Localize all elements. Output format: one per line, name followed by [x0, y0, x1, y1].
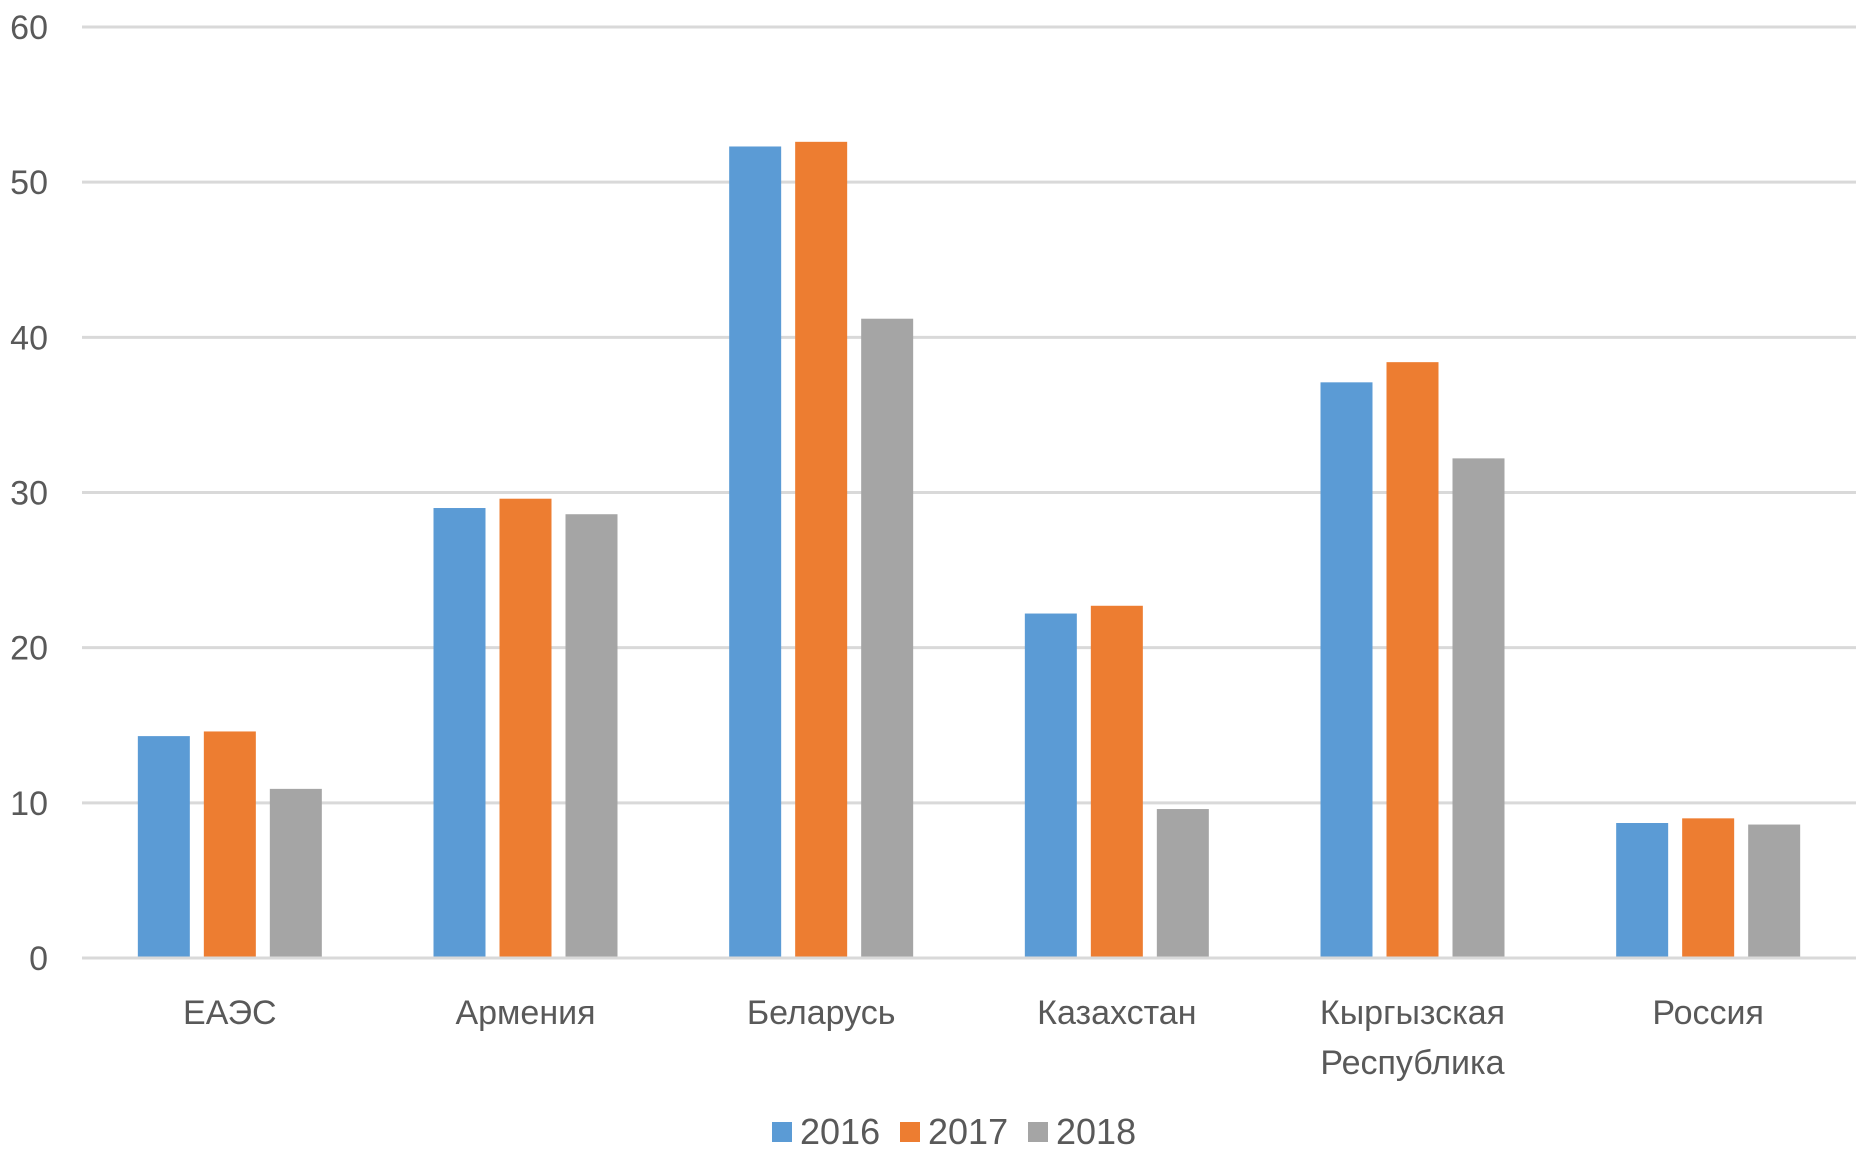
- category-label: Кыргызская: [1320, 994, 1505, 1032]
- legend-label-2017: 2017: [928, 1111, 1008, 1152]
- bar-2017-0: [203, 731, 256, 958]
- y-tick-label: 60: [10, 9, 48, 47]
- category-label: Армения: [455, 994, 595, 1032]
- bar-2016-1: [433, 508, 486, 958]
- bar-2016-4: [1320, 382, 1373, 958]
- bar-2016-0: [137, 736, 190, 958]
- bar-2018-4: [1452, 458, 1505, 958]
- category-label: Казахстан: [1037, 994, 1196, 1032]
- bar-2017-5: [1682, 818, 1735, 958]
- y-tick-label: 30: [10, 475, 48, 513]
- bar-2018-2: [861, 318, 914, 958]
- bar-2018-3: [1156, 809, 1209, 958]
- bars: [137, 141, 1801, 958]
- gridlines: [82, 25, 1856, 805]
- legend-swatch-2018: [1028, 1122, 1048, 1142]
- bar-2016-3: [1024, 613, 1077, 958]
- y-tick-label: 50: [10, 164, 48, 202]
- bar-2017-2: [795, 141, 848, 958]
- legend-label-2018: 2018: [1056, 1111, 1136, 1152]
- y-tick-label: 40: [10, 319, 48, 357]
- y-tick-label: 10: [10, 785, 48, 823]
- bar-2017-4: [1386, 362, 1439, 958]
- bar-2016-5: [1616, 823, 1669, 958]
- category-label: Беларусь: [747, 994, 896, 1032]
- legend-swatch-2016: [772, 1122, 792, 1142]
- y-tick-label: 0: [29, 940, 48, 978]
- legend-label-2016: 2016: [800, 1111, 880, 1152]
- legend-swatch-2017: [900, 1122, 920, 1142]
- bar-2018-1: [565, 514, 618, 958]
- bar-2017-1: [499, 498, 552, 958]
- category-label: Республика: [1320, 1044, 1504, 1082]
- category-label: Россия: [1652, 994, 1764, 1032]
- y-tick-label: 20: [10, 630, 48, 668]
- bar-2018-0: [269, 788, 322, 958]
- category-label: ЕАЭС: [183, 994, 277, 1032]
- category-labels: ЕАЭС Армения Беларусь Казахстан Кыргызская Ре…: [183, 994, 1764, 1082]
- legend: 2016 2017 2018: [772, 1111, 1136, 1152]
- bar-2018-5: [1748, 824, 1801, 958]
- bar-2017-3: [1090, 605, 1143, 958]
- y-axis-ticks: 0 10 20 30 40 50 60: [10, 9, 48, 978]
- bar-2016-2: [729, 146, 782, 958]
